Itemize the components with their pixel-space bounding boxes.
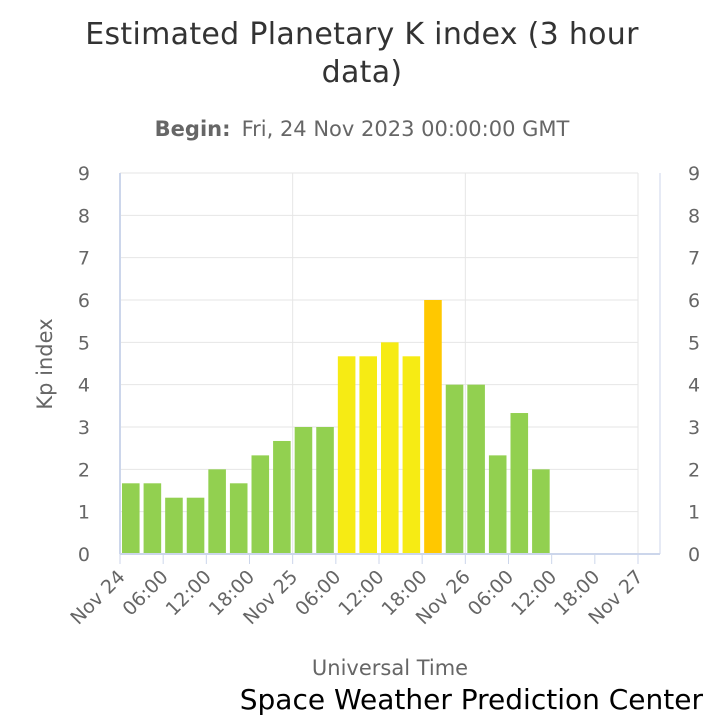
chart-title-line1: Estimated Planetary K index (3 hour bbox=[85, 17, 639, 52]
kp-bar bbox=[273, 440, 291, 554]
kp-bar bbox=[488, 455, 507, 554]
kp-bar bbox=[445, 384, 464, 554]
y-tick-label-left: 0 bbox=[78, 544, 90, 566]
kp-bar bbox=[337, 356, 356, 554]
kp-bar bbox=[165, 497, 183, 554]
x-tick-label: 06:00 bbox=[118, 566, 172, 620]
x-tick-label: 12:00 bbox=[334, 566, 388, 620]
kp-bar bbox=[467, 384, 485, 554]
y-tick-label-left: 4 bbox=[78, 375, 90, 397]
y-tick-label-right: 8 bbox=[688, 205, 700, 227]
y-tick-label-right: 0 bbox=[688, 544, 700, 566]
kp-bar bbox=[381, 342, 399, 554]
y-tick-label-left: 3 bbox=[78, 417, 90, 439]
y-tick-label-right: 5 bbox=[688, 332, 700, 354]
x-tick-label: 06:00 bbox=[291, 566, 345, 620]
credit-text: Space Weather Prediction Center bbox=[240, 683, 704, 716]
y-tick-label-left: 9 bbox=[78, 163, 90, 185]
kp-bar bbox=[424, 300, 442, 554]
y-tick-label-left: 6 bbox=[78, 290, 90, 312]
x-tick-label: 06:00 bbox=[464, 566, 518, 620]
kp-bar bbox=[294, 427, 313, 554]
kp-bar bbox=[208, 469, 226, 554]
kp-bar bbox=[402, 356, 421, 554]
kp-bar bbox=[532, 469, 550, 554]
subtitle-begin-label: Begin: bbox=[155, 117, 231, 141]
y-tick-label-left: 5 bbox=[78, 332, 90, 354]
chart-title-line2: data) bbox=[322, 55, 403, 90]
y-tick-label-left: 7 bbox=[78, 248, 90, 270]
y-tick-label-left: 2 bbox=[78, 459, 90, 481]
bars bbox=[122, 300, 550, 554]
kp-bar bbox=[316, 427, 334, 554]
kp-bar bbox=[122, 483, 140, 554]
y-tick-label-right: 4 bbox=[688, 375, 700, 397]
y-tick-label-right: 1 bbox=[688, 502, 700, 524]
x-tick-label: 12:00 bbox=[507, 566, 561, 620]
grid bbox=[120, 172, 639, 554]
y-tick-label-right: 3 bbox=[688, 417, 700, 439]
y-tick-label-right: 7 bbox=[688, 248, 700, 270]
subtitle-begin-value: Fri, 24 Nov 2023 00:00:00 GMT bbox=[242, 117, 570, 141]
x-tick-label: 12:00 bbox=[162, 566, 216, 620]
kp-bar bbox=[143, 483, 162, 554]
x-tick-label: Nov 24 bbox=[66, 566, 129, 629]
kp-bar bbox=[359, 356, 377, 554]
chart-subtitle: Begin: Fri, 24 Nov 2023 00:00:00 GMT bbox=[155, 117, 570, 141]
y-tick-label-left: 1 bbox=[78, 502, 90, 524]
y-tick-label-left: 8 bbox=[78, 205, 90, 227]
kp-bar bbox=[229, 483, 248, 554]
kp-bar bbox=[251, 455, 270, 554]
y-tick-label-right: 2 bbox=[688, 459, 700, 481]
y-tick-label-right: 9 bbox=[688, 163, 700, 185]
x-axis-title: Universal Time bbox=[312, 656, 468, 680]
kp-bar bbox=[510, 413, 529, 554]
y-tick-label-right: 6 bbox=[688, 290, 700, 312]
y-axis-title: Kp index bbox=[33, 318, 57, 409]
kp-bar bbox=[186, 497, 205, 554]
